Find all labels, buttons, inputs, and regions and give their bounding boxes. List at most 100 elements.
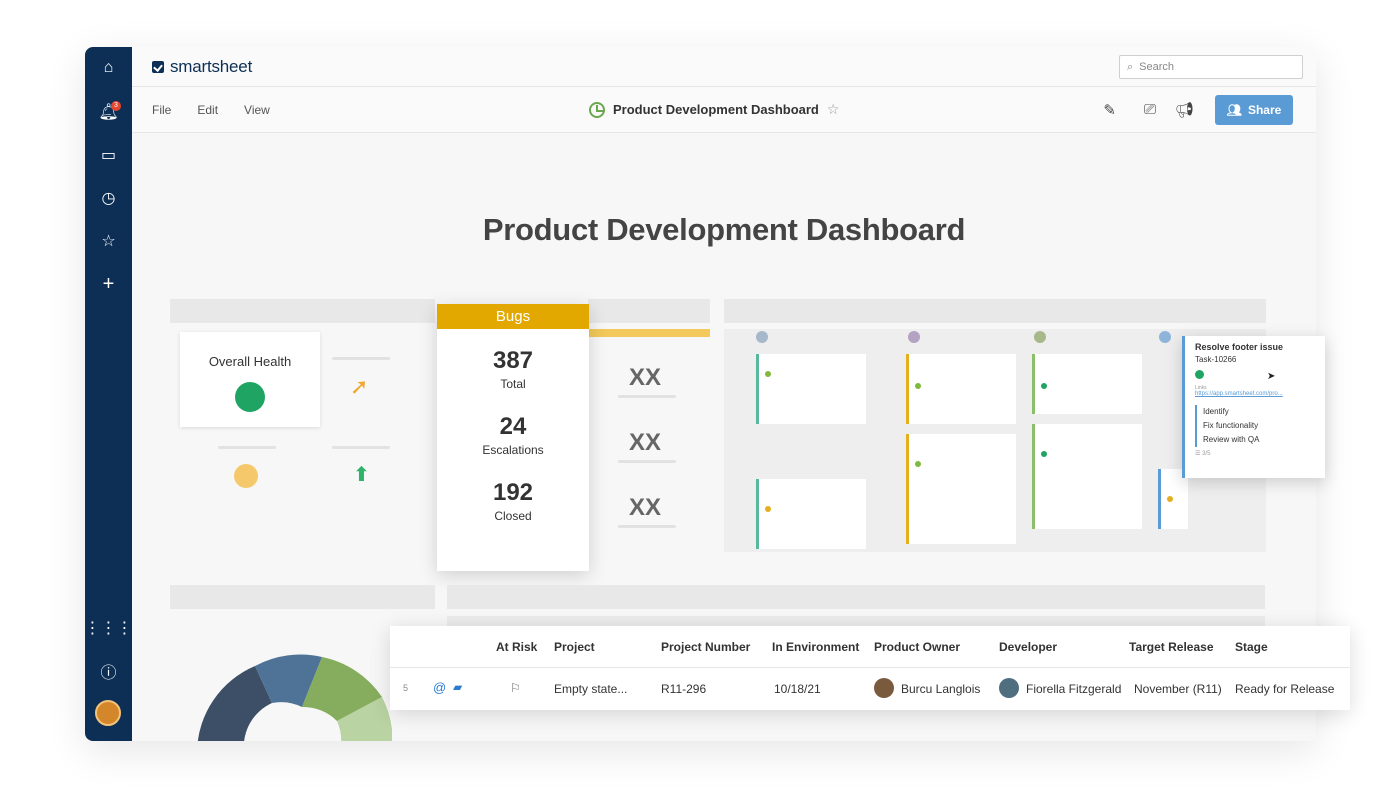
placeholder-line bbox=[618, 395, 676, 398]
favorites-star-icon[interactable]: ☆ bbox=[101, 233, 116, 250]
create-plus-icon[interactable]: + bbox=[102, 272, 115, 295]
checklist-item[interactable]: Review with QA bbox=[1203, 435, 1260, 444]
comment-mention-icon[interactable]: @ bbox=[433, 680, 447, 695]
checklist-item[interactable]: Fix functionality bbox=[1203, 421, 1259, 430]
help-icon[interactable]: ⓘ bbox=[100, 665, 117, 682]
search-placeholder: Search bbox=[1139, 61, 1175, 73]
widget-header-placeholder bbox=[170, 299, 435, 323]
menu-file[interactable]: File bbox=[152, 103, 172, 117]
file-menu: File Edit View bbox=[152, 103, 270, 117]
developer-avatar bbox=[999, 678, 1019, 698]
card-link[interactable]: https://app.smartsheet.com/pro... bbox=[1195, 391, 1283, 397]
metric-label: Closed bbox=[494, 509, 532, 523]
col-project[interactable]: Project bbox=[554, 640, 595, 654]
overall-health-label: Overall Health bbox=[208, 354, 292, 369]
health-status-green-dot bbox=[235, 382, 265, 412]
lane-4 bbox=[1158, 331, 1188, 529]
document-title-text: Product Development Dashboard bbox=[613, 102, 819, 117]
conversation-icon[interactable]: ▰ bbox=[453, 680, 463, 694]
col-project-number[interactable]: Project Number bbox=[661, 640, 751, 654]
widget-header-placeholder bbox=[588, 299, 710, 323]
card-title: Resolve footer issue bbox=[1195, 342, 1284, 352]
recents-clock-icon[interactable]: ◷ bbox=[101, 190, 116, 207]
placeholder-value-2: XX bbox=[629, 429, 662, 456]
card-status-green-dot bbox=[1195, 370, 1204, 379]
left-rail: ⌂ 🔔︎ 3 ▭ ◷ ☆ + ⋮⋮⋮ ⓘ bbox=[85, 47, 133, 741]
table-row[interactable]: 5 @ ▰ ⚐ Empty state... R11-296 10/18/21 … bbox=[390, 668, 1350, 710]
lane-2 bbox=[906, 331, 1016, 544]
grid-overlay: At Risk Project Project Number In Enviro… bbox=[390, 626, 1350, 710]
placeholder-value-1: XX bbox=[629, 364, 662, 391]
col-product-owner[interactable]: Product Owner bbox=[874, 640, 961, 654]
metric-label: Escalations bbox=[482, 443, 544, 457]
share-people-icon: 👥︎ bbox=[1226, 103, 1242, 117]
card-progress: ☰ 3/5 bbox=[1195, 450, 1325, 457]
product-owner-avatar bbox=[874, 678, 894, 698]
folder-icon[interactable]: ▭ bbox=[100, 147, 117, 164]
cell-stage[interactable]: Ready for Release bbox=[1235, 682, 1335, 696]
share-button[interactable]: 👥︎ Share bbox=[1215, 95, 1293, 125]
bugs-metric-escalations: 24 Escalations bbox=[437, 413, 589, 457]
user-avatar[interactable] bbox=[95, 700, 121, 726]
edit-pencil-icon[interactable]: ✎ bbox=[1103, 102, 1116, 119]
home-icon[interactable]: ⌂ bbox=[103, 59, 114, 76]
col-target-release[interactable]: Target Release bbox=[1129, 640, 1214, 654]
cell-developer[interactable]: Fiorella Fitzgerald bbox=[1026, 682, 1122, 696]
checklist-icon: ☰ bbox=[1195, 451, 1201, 457]
trend-up-right-arrow-icon: ➚ bbox=[350, 374, 369, 399]
placeholder-line bbox=[618, 525, 676, 528]
menu-bar: File Edit View Product Development Dashb… bbox=[132, 87, 1316, 133]
widget-header-placeholder bbox=[447, 585, 1265, 609]
at-risk-flag-icon[interactable]: ⚐ bbox=[510, 681, 521, 695]
cell-product-owner[interactable]: Burcu Langlois bbox=[901, 682, 981, 696]
present-icon[interactable]: ⎚ bbox=[1143, 101, 1156, 118]
metric-value: 387 bbox=[492, 347, 534, 374]
donut-segment-green bbox=[302, 657, 382, 721]
apps-grid-icon[interactable]: ⋮⋮⋮ bbox=[85, 620, 133, 637]
card-progress-text: 3/5 bbox=[1202, 451, 1211, 457]
donut-chart bbox=[192, 641, 393, 741]
menu-view[interactable]: View bbox=[244, 103, 270, 117]
row-number: 5 bbox=[403, 683, 409, 693]
widget-header-placeholder bbox=[170, 585, 435, 609]
bugs-widget[interactable]: Bugs 387 Total 24 Escalations 192 Closed bbox=[437, 304, 589, 571]
lane-3 bbox=[1032, 331, 1142, 529]
grid-header-row: At Risk Project Project Number In Enviro… bbox=[390, 626, 1350, 668]
notifications-icon[interactable]: 🔔︎ 3 bbox=[85, 97, 132, 127]
dashboard-icon bbox=[589, 101, 605, 118]
card-view-board[interactable] bbox=[724, 329, 1266, 552]
trend-up-arrow-icon: ⬆ bbox=[353, 464, 370, 486]
checklist-item[interactable]: Identify bbox=[1203, 407, 1229, 416]
cell-project[interactable]: Empty state... bbox=[554, 682, 628, 696]
card-checklist: Identify Fix functionality Review with Q… bbox=[1195, 405, 1325, 447]
document-title: Product Development Dashboard ☆ bbox=[589, 101, 839, 118]
smartsheet-logo[interactable]: smartsheet bbox=[152, 57, 252, 77]
placeholder-line bbox=[218, 446, 276, 449]
search-icon: ⌕ bbox=[1127, 60, 1134, 73]
card-links-label: Links bbox=[1195, 385, 1207, 391]
col-developer[interactable]: Developer bbox=[999, 640, 1058, 654]
card-task-id: Task-10266 bbox=[1195, 355, 1237, 364]
col-in-environment[interactable]: In Environment bbox=[772, 640, 860, 654]
favorite-star-icon[interactable]: ☆ bbox=[826, 101, 840, 117]
notification-badge: 3 bbox=[111, 101, 121, 111]
menu-edit[interactable]: Edit bbox=[197, 103, 219, 117]
col-stage[interactable]: Stage bbox=[1235, 640, 1268, 654]
bugs-widget-title: Bugs bbox=[437, 304, 589, 329]
bugs-metric-closed: 192 Closed bbox=[437, 479, 589, 523]
cell-target-release[interactable]: November (R11) bbox=[1134, 682, 1222, 696]
lane-1 bbox=[756, 331, 866, 549]
search-input[interactable]: ⌕ Search bbox=[1119, 55, 1303, 79]
app-window: ⌂ 🔔︎ 3 ▭ ◷ ☆ + ⋮⋮⋮ ⓘ smartsheet ⌕ Search… bbox=[85, 47, 1316, 741]
status-yellow-dot bbox=[234, 464, 258, 488]
mouse-cursor-icon: ➤ bbox=[1267, 371, 1276, 382]
smartsheet-logo-icon bbox=[152, 61, 164, 73]
col-at-risk[interactable]: At Risk bbox=[496, 640, 538, 654]
placeholder-value-3: XX bbox=[629, 494, 662, 521]
cell-project-number[interactable]: R11-296 bbox=[661, 682, 707, 696]
cell-in-environment[interactable]: 10/18/21 bbox=[774, 682, 821, 696]
kanban-header-placeholder bbox=[724, 299, 1266, 323]
task-card-popup[interactable]: Resolve footer issue Task-10266 Links ht… bbox=[1182, 336, 1325, 478]
announce-megaphone-icon[interactable]: 📢︎ bbox=[1174, 102, 1194, 119]
overall-health-widget[interactable]: Overall Health bbox=[180, 332, 320, 427]
